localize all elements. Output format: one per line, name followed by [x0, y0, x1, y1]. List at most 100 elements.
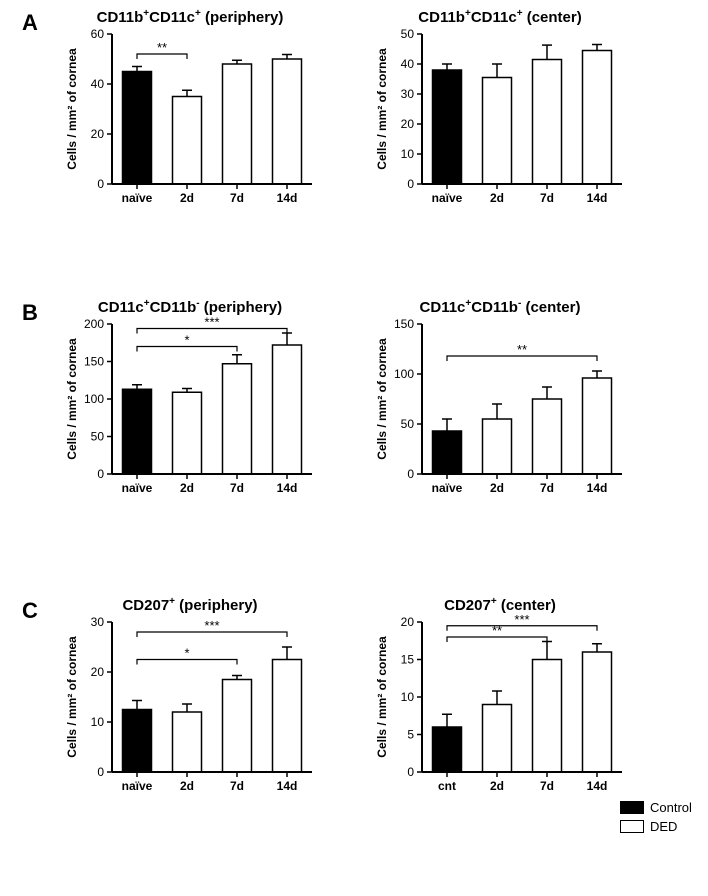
x-tick-label: 14d: [277, 481, 298, 495]
bar: [433, 431, 462, 474]
y-axis-label: Cells / mm² of cornea: [65, 48, 79, 170]
y-tick-label: 0: [97, 765, 104, 779]
x-tick-label: 7d: [230, 779, 244, 793]
chart-C_left: CD207+ (periphery)0102030Cells / mm² of …: [60, 602, 320, 802]
bar: [223, 680, 252, 773]
bar: [123, 72, 152, 185]
legend-item: Control: [620, 800, 692, 815]
y-tick-label: 20: [401, 615, 415, 629]
chart-svg: 050100150Cells / mm² of corneanaïve2d7d1…: [370, 304, 630, 504]
chart-C_right: CD207+ (center)05101520Cells / mm² of co…: [370, 602, 630, 802]
panel-label-C: C: [22, 598, 38, 624]
x-tick-label: 2d: [490, 779, 504, 793]
bar: [173, 392, 202, 474]
y-tick-label: 0: [407, 467, 414, 481]
legend-swatch: [620, 820, 644, 833]
bar: [173, 97, 202, 185]
y-axis-label: Cells / mm² of cornea: [375, 338, 389, 460]
x-tick-label: 14d: [277, 779, 298, 793]
y-tick-label: 0: [97, 467, 104, 481]
x-tick-label: 2d: [490, 191, 504, 205]
y-tick-label: 30: [401, 87, 415, 101]
bar: [483, 78, 512, 185]
chart-svg: 050100150200Cells / mm² of corneanaïve2d…: [60, 304, 320, 504]
legend: Control DED: [620, 800, 692, 838]
panel-label-B: B: [22, 300, 38, 326]
x-tick-label: naïve: [122, 481, 153, 495]
legend-swatch: [620, 801, 644, 814]
y-tick-label: 0: [97, 177, 104, 191]
y-axis-label: Cells / mm² of cornea: [65, 338, 79, 460]
chart-title: CD11c+CD11b- (center): [370, 298, 630, 316]
bar: [583, 51, 612, 185]
y-tick-label: 50: [401, 27, 415, 41]
chart-B_left: CD11c+CD11b- (periphery)050100150200Cell…: [60, 304, 320, 504]
significance-label: **: [492, 623, 502, 638]
bar: [483, 705, 512, 773]
x-tick-label: 7d: [230, 481, 244, 495]
chart-title: CD11b+CD11c+ (center): [370, 8, 630, 26]
x-tick-label: 14d: [277, 191, 298, 205]
bar: [273, 345, 302, 474]
significance-label: *: [184, 333, 189, 348]
x-tick-label: naïve: [432, 481, 463, 495]
y-tick-label: 20: [91, 127, 105, 141]
bar: [223, 364, 252, 474]
x-tick-label: 7d: [230, 191, 244, 205]
y-tick-label: 20: [401, 117, 415, 131]
legend-label: Control: [650, 800, 692, 815]
bar: [433, 70, 462, 184]
x-tick-label: 2d: [180, 481, 194, 495]
y-tick-label: 0: [407, 177, 414, 191]
x-tick-label: 14d: [587, 779, 608, 793]
y-tick-label: 0: [407, 765, 414, 779]
y-tick-label: 150: [84, 355, 104, 369]
significance-label: *: [184, 646, 189, 661]
chart-A_left: CD11b+CD11c+ (periphery)0204060Cells / m…: [60, 14, 320, 214]
chart-title: CD207+ (center): [370, 596, 630, 614]
y-tick-label: 20: [91, 665, 105, 679]
y-tick-label: 150: [394, 317, 414, 331]
significance-label: **: [517, 342, 527, 357]
bar: [583, 652, 612, 772]
y-tick-label: 15: [401, 653, 415, 667]
chart-svg: 0 20 40 60 Cells / mm² of cornea naïve 2d 7d 14d…: [60, 14, 320, 214]
legend-item: DED: [620, 819, 692, 834]
y-tick-label: 40: [91, 77, 105, 91]
bar: [583, 378, 612, 474]
x-tick-label: 7d: [540, 191, 554, 205]
chart-svg: 01020304050Cells / mm² of corneanaïve2d7…: [370, 14, 630, 214]
bar: [483, 419, 512, 474]
bar: [123, 710, 152, 773]
bar: [223, 64, 252, 184]
y-axis-label: Cells / mm² of cornea: [375, 636, 389, 758]
y-tick-label: 60: [91, 27, 105, 41]
x-tick-label: 2d: [180, 779, 194, 793]
x-tick-label: naïve: [432, 191, 463, 205]
y-tick-label: 30: [91, 615, 105, 629]
panel-label-A: A: [22, 10, 38, 36]
bar: [273, 59, 302, 184]
chart-A_right: CD11b+CD11c+ (center)01020304050Cells / …: [370, 14, 630, 214]
y-tick-label: 50: [91, 430, 105, 444]
bar: [533, 660, 562, 773]
y-tick-label: 10: [401, 690, 415, 704]
chart-title: CD11c+CD11b- (periphery): [60, 298, 320, 316]
bar: [123, 389, 152, 474]
significance-label: ***: [204, 618, 219, 633]
chart-svg: 05101520Cells / mm² of corneacnt2d7d14d*…: [370, 602, 630, 802]
y-tick-label: 200: [84, 317, 104, 331]
x-tick-label: 2d: [180, 191, 194, 205]
x-tick-label: 14d: [587, 481, 608, 495]
y-tick-label: 10: [91, 715, 105, 729]
x-tick-label: 2d: [490, 481, 504, 495]
x-tick-label: 14d: [587, 191, 608, 205]
y-axis-label: Cells / mm² of cornea: [375, 48, 389, 170]
significance-label: **: [157, 40, 167, 55]
x-tick-label: naïve: [122, 779, 153, 793]
x-tick-label: naïve: [122, 191, 153, 205]
x-tick-label: 7d: [540, 779, 554, 793]
y-axis-label: Cells / mm² of cornea: [65, 636, 79, 758]
legend-label: DED: [650, 819, 677, 834]
y-tick-label: 10: [401, 147, 415, 161]
